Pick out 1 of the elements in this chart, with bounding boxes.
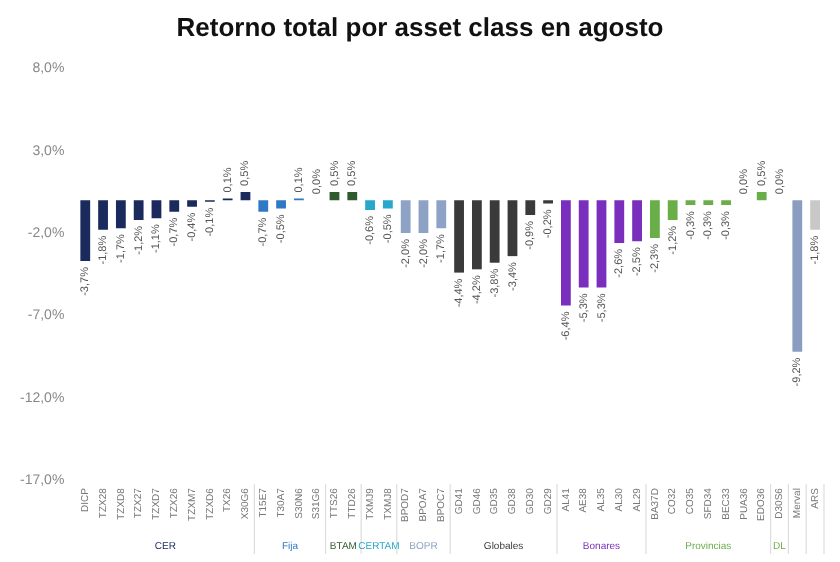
chart-title: Retorno total por asset class en agosto (174, 12, 666, 42)
